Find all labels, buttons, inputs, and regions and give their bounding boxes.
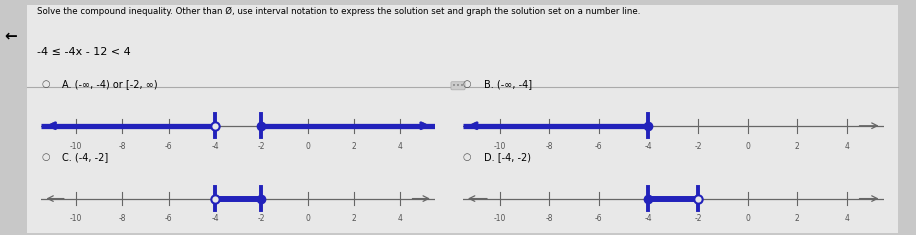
Text: ○: ○ [463, 152, 471, 162]
Text: ○: ○ [41, 79, 49, 89]
Text: 4: 4 [845, 214, 849, 223]
Text: -4 ≤ -4x - 12 < 4: -4 ≤ -4x - 12 < 4 [37, 47, 130, 57]
Text: -10: -10 [494, 214, 506, 223]
Text: 2: 2 [795, 214, 800, 223]
Text: -6: -6 [595, 214, 603, 223]
Text: 0: 0 [746, 214, 750, 223]
Text: -8: -8 [118, 141, 126, 151]
Text: -2: -2 [257, 214, 265, 223]
Text: -6: -6 [165, 141, 172, 151]
Text: -4: -4 [645, 141, 652, 151]
Text: 0: 0 [305, 141, 311, 151]
Text: -10: -10 [70, 214, 82, 223]
Text: ←: ← [5, 28, 17, 43]
Text: ○: ○ [463, 79, 471, 89]
Text: -4: -4 [645, 214, 652, 223]
Text: -8: -8 [546, 214, 553, 223]
Text: A. (-∞, -4) or [-2, ∞): A. (-∞, -4) or [-2, ∞) [62, 79, 158, 89]
Text: D. [-4, -2): D. [-4, -2) [484, 152, 530, 162]
Text: -2: -2 [694, 214, 702, 223]
FancyBboxPatch shape [27, 5, 898, 233]
Text: -8: -8 [118, 214, 126, 223]
Text: -4: -4 [212, 214, 219, 223]
Text: -10: -10 [494, 141, 506, 151]
Text: -6: -6 [595, 141, 603, 151]
Text: 2: 2 [795, 141, 800, 151]
Text: -2: -2 [694, 141, 702, 151]
Text: -10: -10 [70, 141, 82, 151]
Text: B. (-∞, -4]: B. (-∞, -4] [484, 79, 532, 89]
Text: -2: -2 [257, 141, 265, 151]
Text: -6: -6 [165, 214, 172, 223]
Text: 2: 2 [352, 141, 356, 151]
Text: 4: 4 [398, 214, 403, 223]
Text: 4: 4 [398, 141, 403, 151]
Text: -8: -8 [546, 141, 553, 151]
Text: ○: ○ [41, 152, 49, 162]
Text: 0: 0 [305, 214, 311, 223]
Text: -4: -4 [212, 141, 219, 151]
Text: •••: ••• [452, 83, 464, 89]
Text: Solve the compound inequality. Other than Ø, use interval notation to express th: Solve the compound inequality. Other tha… [37, 7, 640, 16]
Text: 0: 0 [746, 141, 750, 151]
Text: C. (-4, -2]: C. (-4, -2] [62, 152, 108, 162]
Text: 2: 2 [352, 214, 356, 223]
Text: 4: 4 [845, 141, 849, 151]
